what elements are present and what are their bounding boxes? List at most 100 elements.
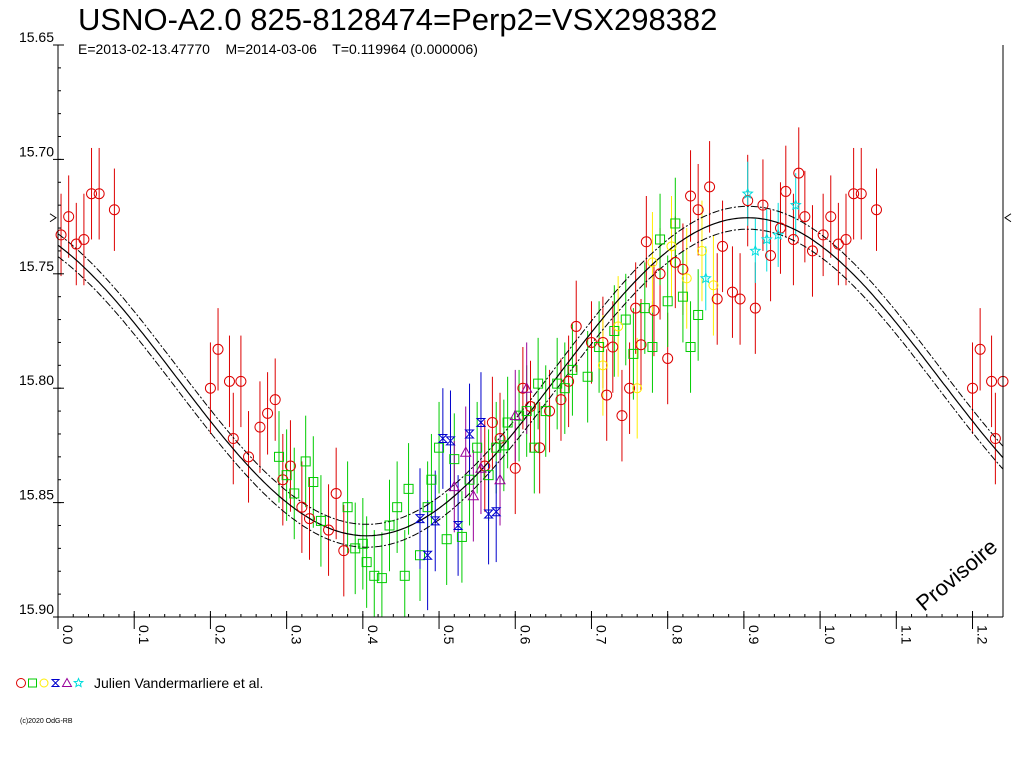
- data-point-triangle: [475, 462, 487, 473]
- data-point-hourglass: [490, 507, 502, 517]
- data-point-star: [772, 228, 785, 240]
- data-point-circle: [616, 410, 628, 422]
- data-point-circle: [654, 268, 666, 280]
- legend-symbol-diamond: [39, 678, 49, 688]
- data-point-triangle: [459, 446, 472, 457]
- data-point-square: [441, 534, 452, 545]
- data-point-circle: [793, 167, 805, 179]
- x-tick-label: 0.7: [593, 625, 609, 645]
- data-point-square: [300, 456, 311, 467]
- data-point-circle: [108, 204, 120, 216]
- data-point-square: [434, 442, 445, 453]
- data-point-circle: [624, 382, 636, 394]
- legend-symbols: [16, 677, 85, 688]
- data-point-square: [464, 474, 475, 485]
- data-point-circle: [227, 433, 239, 445]
- data-point-circle: [685, 190, 697, 202]
- legend-symbol-square: [28, 678, 37, 688]
- y-tick-label: 15.65: [19, 29, 54, 45]
- data-point-circle: [989, 433, 1001, 445]
- data-point-star: [741, 187, 754, 199]
- x-tick-label: 0.1: [136, 625, 152, 645]
- data-point-circle: [63, 211, 75, 223]
- data-point-hourglass: [437, 434, 449, 444]
- data-point-square: [677, 291, 688, 302]
- data-point-circle: [78, 233, 90, 245]
- data-point-circle: [726, 286, 738, 298]
- data-point-circle: [817, 229, 829, 241]
- y-tick-label: 15.90: [19, 601, 54, 617]
- data-point-diamond: [597, 360, 608, 371]
- data-point-circle: [717, 240, 729, 252]
- data-point-circle: [607, 341, 619, 353]
- data-point-circle: [204, 382, 216, 394]
- data-point-circle: [570, 320, 582, 332]
- data-point-diamond: [613, 321, 624, 332]
- data-point-hourglass: [414, 514, 426, 524]
- data-point-star: [699, 272, 712, 284]
- data-point-square: [384, 520, 395, 531]
- data-point-circle: [669, 256, 681, 268]
- data-point-square: [693, 309, 704, 320]
- y-tick-label: 15.75: [19, 258, 54, 274]
- data-point-circle: [509, 462, 521, 474]
- data-point-square: [392, 502, 403, 513]
- data-point-diamond: [681, 273, 692, 284]
- data-point-star: [760, 233, 773, 245]
- data-point-square: [559, 383, 570, 394]
- data-point-circle: [93, 188, 105, 200]
- error-bars: [60, 127, 1004, 617]
- data-point-circle: [323, 524, 335, 536]
- data-point-circle: [806, 245, 818, 257]
- data-point-circle: [640, 236, 652, 248]
- data-point-square: [399, 570, 410, 581]
- x-tick-label: 0.2: [212, 625, 228, 645]
- x-tick-label: 0.3: [289, 625, 305, 645]
- x-tick-label: 0.5: [441, 625, 457, 645]
- data-point-circle: [235, 375, 247, 387]
- data-point-square: [662, 296, 673, 307]
- data-point-circle: [677, 263, 689, 275]
- data-point-circle: [303, 513, 315, 525]
- data-point-square: [449, 454, 460, 465]
- data-point-square: [369, 570, 380, 581]
- legend-symbol-triangle: [61, 677, 73, 687]
- data-point-square: [426, 474, 437, 485]
- data-point-circle: [780, 185, 792, 197]
- y-tick-label: 15.85: [19, 487, 54, 503]
- data-point-circle: [974, 343, 986, 355]
- data-point-hourglass: [475, 418, 487, 428]
- data-point-square: [281, 470, 292, 481]
- data-point-circle: [787, 233, 799, 245]
- data-point-square: [533, 378, 544, 389]
- data-point-diamond: [696, 245, 707, 256]
- data-point-square: [315, 515, 326, 526]
- watermark-provisoire: Provisoire: [911, 534, 1002, 616]
- data-point-square: [491, 442, 502, 453]
- data-point-circle: [765, 249, 777, 261]
- data-point-hourglass: [430, 516, 441, 526]
- axes: 15.65 15.70 15.75 15.80 15.85 15.90 0.0 0.1 0.2 0…: [19, 29, 1012, 645]
- data-point-square: [567, 364, 578, 375]
- data-point-diamond: [666, 241, 677, 252]
- y-tick-label: 15.80: [19, 372, 54, 388]
- data-point-square: [414, 550, 425, 561]
- data-point-circle: [555, 394, 567, 406]
- data-point-hourglass: [445, 436, 456, 446]
- y-tick-label: 15.70: [19, 143, 54, 159]
- data-point-circle: [692, 204, 704, 216]
- data-point-circle: [734, 293, 746, 305]
- data-point-circle: [563, 375, 575, 387]
- data-point-circle: [223, 375, 235, 387]
- data-point-square: [594, 342, 605, 353]
- data-point-hourglass: [452, 520, 464, 530]
- data-point-hourglass: [483, 509, 494, 519]
- data-point-square: [502, 417, 513, 428]
- data-point-circle: [704, 181, 716, 193]
- data-point-circle: [262, 407, 274, 419]
- legend-symbol-hourglass: [50, 679, 61, 687]
- data-point-circle: [757, 199, 769, 211]
- data-point-square: [357, 538, 368, 549]
- data-point-circle: [662, 352, 674, 364]
- legend-symbol-star: [72, 677, 85, 688]
